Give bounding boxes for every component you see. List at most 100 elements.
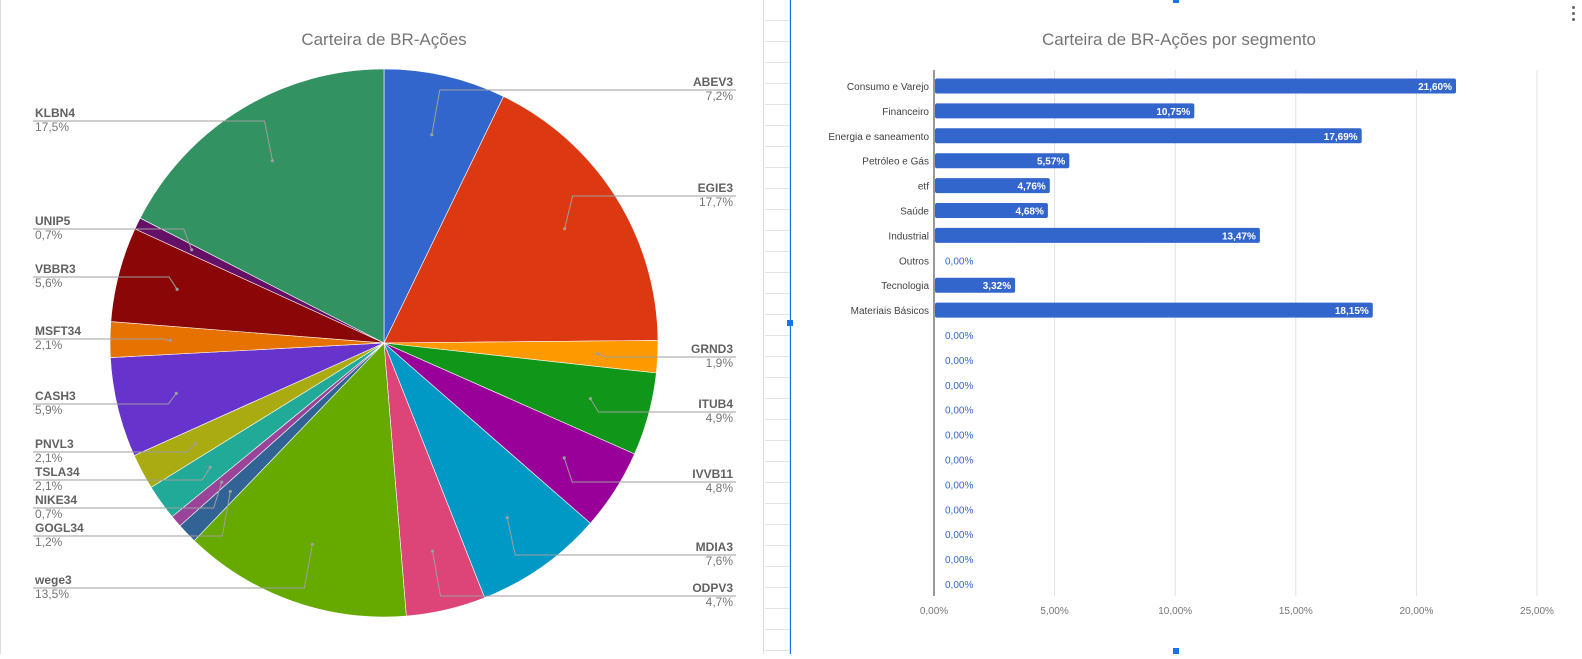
bar-value-label: 0,00% <box>945 356 973 367</box>
pie-leader-line <box>589 398 736 413</box>
bar-category-label: Saúde <box>900 207 929 218</box>
pie-leader-dot <box>175 287 179 291</box>
bar[interactable] <box>935 153 1070 169</box>
pie-label-percent: 2,1% <box>35 479 63 493</box>
bar-category-label: Petróleo e Gás <box>862 157 929 168</box>
resize-handle-top[interactable] <box>1173 0 1179 3</box>
bar-x-tick-label: 10,00% <box>1158 606 1192 617</box>
pie-label-name: EGIE3 <box>698 181 734 195</box>
bar-value-label: 3,32% <box>983 281 1011 292</box>
pie-leader-dot <box>190 248 194 252</box>
bar-x-tick-label: 0,00% <box>920 606 948 617</box>
bar[interactable] <box>935 128 1362 144</box>
pie-slice-klbn4[interactable] <box>139 68 385 344</box>
bar-value-label: 10,75% <box>1156 107 1190 118</box>
pie-label-percent: 17,7% <box>699 195 733 209</box>
pie-leader-dot <box>595 352 600 356</box>
bar-chart-panel[interactable]: Carteira de BR-Ações por segmento Consum… <box>787 0 1582 654</box>
pie-leader-line <box>33 338 171 341</box>
pie-leader-dot <box>168 338 172 342</box>
bar-x-tick-label: 25,00% <box>1520 606 1554 617</box>
pie-leader-dot <box>562 456 566 460</box>
pie-label-percent: 5,9% <box>35 403 63 417</box>
pie-chart-panel[interactable]: Carteira de BR-Ações ABEV3 7,2% EGIE3 17,7%… <box>0 0 764 654</box>
pie-label-percent: 13,5% <box>35 587 69 601</box>
bar[interactable] <box>935 78 1456 94</box>
pie-leader-dot <box>430 549 435 553</box>
pie-label-percent: 7,6% <box>706 554 734 568</box>
bar-value-label: 4,68% <box>1016 207 1044 218</box>
pie-leader-dot <box>430 133 434 137</box>
pie-leader-line <box>432 551 736 597</box>
bar-x-tick-label: 5,00% <box>1040 606 1068 617</box>
pie-label-name: UNIP5 <box>35 214 71 228</box>
bar-category-label: Financeiro <box>882 107 929 118</box>
bar[interactable] <box>935 103 1195 119</box>
bar-value-label: 0,00% <box>945 406 973 417</box>
bar-category-label: Energia e saneamento <box>828 132 929 143</box>
pie-leader-dot <box>563 227 567 231</box>
pie-label-percent: 0,7% <box>35 228 63 242</box>
pie-label-percent: 17,5% <box>35 120 69 134</box>
bar[interactable] <box>935 227 1260 243</box>
pie-label-percent: 5,6% <box>35 276 63 290</box>
pie-label-name: ABEV3 <box>693 75 733 89</box>
bar-value-label: 5,57% <box>1037 157 1065 168</box>
pie-leader-dot <box>193 441 197 445</box>
pie-label-percent: 7,2% <box>706 89 734 103</box>
pie-label-name: ITUB4 <box>698 397 733 411</box>
chart-menu-icon[interactable] <box>1570 6 1576 24</box>
pie-label-name: CASH3 <box>35 389 76 403</box>
bar-value-label: 0,00% <box>945 431 973 442</box>
pie-leader-dot <box>588 397 593 401</box>
bar-category-label: etf <box>918 182 929 193</box>
bar-x-tick-label: 20,00% <box>1399 606 1433 617</box>
bar-category-label: Materiais Básicos <box>851 306 929 317</box>
bar[interactable] <box>935 178 1050 194</box>
pie-leader-dot <box>270 159 275 163</box>
resize-handle-left[interactable] <box>787 320 793 326</box>
pie-leader-line <box>33 544 313 589</box>
bar[interactable] <box>935 302 1373 318</box>
resize-handle-bottom[interactable] <box>1173 648 1179 654</box>
bar-chart-title: Carteira de BR-Ações por segmento <box>1042 30 1316 49</box>
bar-value-label: 17,69% <box>1324 132 1358 143</box>
bar-value-label: 0,00% <box>945 555 973 566</box>
bar-value-label: 0,00% <box>945 256 973 267</box>
pie-leader-line <box>33 393 177 405</box>
bar-category-label: Tecnologia <box>881 281 929 292</box>
pie-label-percent: 2,1% <box>35 451 63 465</box>
pie-label-name: VBBR3 <box>35 262 76 276</box>
pie-leader-dot <box>228 489 232 494</box>
bar[interactable] <box>935 203 1048 218</box>
pie-slice-wege3[interactable] <box>193 342 407 618</box>
pie-leader-line <box>431 89 736 135</box>
pie-label-percent: 1,9% <box>706 356 734 370</box>
pie-label-name: wege3 <box>34 573 72 587</box>
bar-value-label: 0,00% <box>945 381 973 392</box>
pie-leader-line <box>33 228 193 250</box>
pie-leader-dot <box>208 465 212 469</box>
pie-label-percent: 2,1% <box>35 338 63 352</box>
pie-label-name: MDIA3 <box>696 540 734 554</box>
pie-leader-dot <box>505 516 509 520</box>
pie-label-name: PNVL3 <box>35 437 74 451</box>
pie-leader-line <box>33 491 231 537</box>
pie-slice-abev3[interactable] <box>383 68 504 344</box>
pie-leader-line <box>563 457 736 483</box>
bar-value-label: 0,00% <box>945 580 973 591</box>
bar[interactable] <box>935 277 1016 293</box>
bar-value-label: 0,00% <box>945 505 973 516</box>
bar-value-label: 0,00% <box>945 480 973 491</box>
pie-label-name: NIKE34 <box>35 493 77 507</box>
pie-leader-line <box>506 517 736 556</box>
bar-value-label: 4,76% <box>1017 182 1045 193</box>
pie-leader-line <box>33 443 196 453</box>
pie-leader-dot <box>174 391 178 395</box>
pie-label-percent: 4,8% <box>706 481 734 495</box>
pie-label-percent: 4,7% <box>706 595 734 609</box>
pie-label-percent: 4,9% <box>706 411 734 425</box>
pie-leader-line <box>33 481 223 509</box>
spreadsheet-grid-strip <box>765 0 790 654</box>
